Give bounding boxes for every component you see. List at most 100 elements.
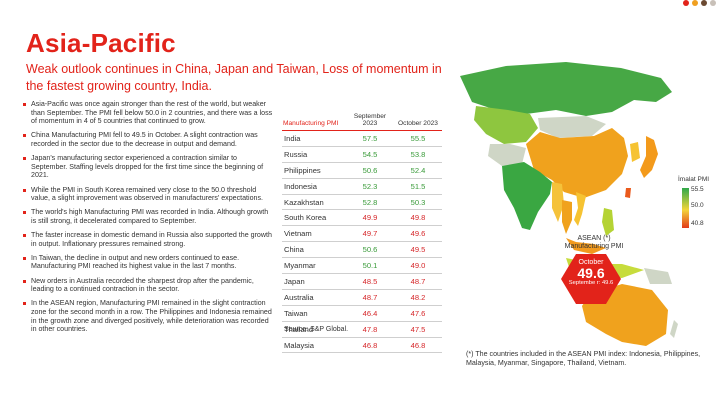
legend-mid: 50.0 [691,202,704,209]
page-subtitle: Weak outlook continues in China, Japan a… [26,62,442,93]
commentary-item: China Manufacturing PMI fell to 49.5 in … [22,131,274,148]
october-value-cell: 53.8 [394,146,442,163]
table-row: Taiwan 46.4 47.6 [282,305,442,322]
table-row: Malaysia 46.8 46.8 [282,337,442,354]
commentary-item: In Taiwan, the decline in output and new… [22,254,274,271]
september-value-cell: 47.8 [346,321,394,338]
september-value-cell: 48.7 [346,289,394,306]
map-philippines [602,208,614,236]
september-value-cell: 50.1 [346,257,394,275]
october-value-cell: 47.5 [394,321,442,338]
map-mongolia [538,116,606,138]
map-korea [630,142,640,162]
asean-pmi-badge: October 49.6 Septembe r: 49.6 [561,254,621,304]
country-cell: South Korea [282,209,346,227]
map-papua [644,268,672,284]
country-cell: India [282,130,346,147]
september-value-cell: 49.7 [346,225,394,243]
country-cell: Indonesia [282,178,346,195]
asean-month: October [578,259,604,266]
map-vietnam [574,192,586,226]
october-value-cell: 49.8 [394,209,442,227]
dot-3 [701,0,707,6]
asean-label: ASEAN (*) Manufacturing PMI [564,235,624,251]
commentary-item: New orders in Australia recorded the sha… [22,277,274,294]
legend-color-scale [682,188,689,228]
table-header-september: September 2023 [346,112,394,131]
commentary-item: The faster increase in domestic demand i… [22,231,274,248]
legend-title: İmalat PMI [678,176,710,183]
asia-pacific-map [460,62,678,346]
map-thailand [562,200,572,234]
commentary-item: The world's high Manufacturing PMI was r… [22,208,274,225]
october-value-cell: 52.4 [394,162,442,179]
september-value-cell: 46.8 [346,337,394,354]
asean-previous: Septembe r: 49.6 [568,280,614,286]
october-value-cell: 55.5 [394,130,442,147]
table-row: Russia 54.5 53.8 [282,146,442,163]
october-value-cell: 50.3 [394,194,442,211]
table-row: Kazakhstan 52.8 50.3 [282,194,442,211]
map-kazakhstan [474,106,538,144]
legend-min: 40.8 [691,220,704,227]
country-cell: Australia [282,289,346,306]
commentary-item: Japan's manufacturing sector experienced… [22,154,274,180]
country-cell: Japan [282,273,346,290]
table-row: Indonesia 52.3 51.5 [282,178,442,195]
source-note: Source: S&P Global. [284,326,349,333]
september-value-cell: 48.5 [346,273,394,290]
table-row: Australia 48.7 48.2 [282,289,442,306]
page-title: Asia-Pacific [26,28,176,58]
commentary-item: In the ASEAN region, Manufacturing PMI r… [22,299,274,333]
asean-value: 49.6 [577,265,605,281]
country-cell: Thailand [282,321,346,338]
october-value-cell: 46.8 [394,337,442,354]
map-india [502,162,552,230]
october-value-cell: 51.5 [394,178,442,195]
table-row: South Korea 49.9 49.8 [282,209,442,227]
table-header-october: October 2023 [394,112,442,131]
country-cell: Vietnam [282,225,346,243]
table-row: Philippines 50.6 52.4 [282,162,442,179]
commentary-item: Asia-Pacific was once again stronger tha… [22,100,274,126]
table-row: China 50.6 49.5 [282,241,442,259]
september-value-cell: 46.4 [346,305,394,322]
country-cell: Malaysia [282,337,346,354]
october-value-cell: 48.7 [394,273,442,290]
map-russia [460,62,672,116]
country-cell: Kazakhstan [282,194,346,211]
table-row: Japan 48.5 48.7 [282,273,442,290]
september-value-cell: 50.6 [346,241,394,259]
map-central-asia [488,144,526,166]
dot-2 [692,0,698,6]
october-value-cell: 49.0 [394,257,442,275]
map-china [526,128,628,198]
commentary-list: Asia-Pacific was once again stronger tha… [22,100,274,339]
table-row: Thailand 47.8 47.5 [282,321,442,338]
map-legend: İmalat PMI 55.5 50.0 40.8 [676,176,710,228]
dot-4 [710,0,716,6]
table-row: Vietnam 49.7 49.6 [282,225,442,243]
september-value-cell: 52.3 [346,178,394,195]
country-cell: China [282,241,346,259]
october-value-cell: 49.6 [394,225,442,243]
country-cell: Russia [282,146,346,163]
country-cell: Myanmar [282,257,346,275]
map-taiwan [625,188,631,198]
table-row: Myanmar 50.1 49.0 [282,257,442,275]
decorative-dots [683,0,716,6]
october-value-cell: 48.2 [394,289,442,306]
september-value-cell: 49.9 [346,209,394,227]
country-cell: Taiwan [282,305,346,322]
table-header-row: Manufacturing PMI September 2023 October… [282,112,442,131]
map-new-zealand [670,320,678,338]
map-myanmar [552,182,564,222]
country-cell: Philippines [282,162,346,179]
october-value-cell: 47.6 [394,305,442,322]
table-body: India 57.5 55.5 Russia 54.5 53.8 Philippines 50… [282,130,442,354]
september-value-cell: 57.5 [346,130,394,147]
table-row: India 57.5 55.5 [282,130,442,147]
pmi-table: Manufacturing PMI September 2023 October… [282,112,442,354]
legend-max: 55.5 [691,186,704,193]
dot-1 [683,0,689,6]
